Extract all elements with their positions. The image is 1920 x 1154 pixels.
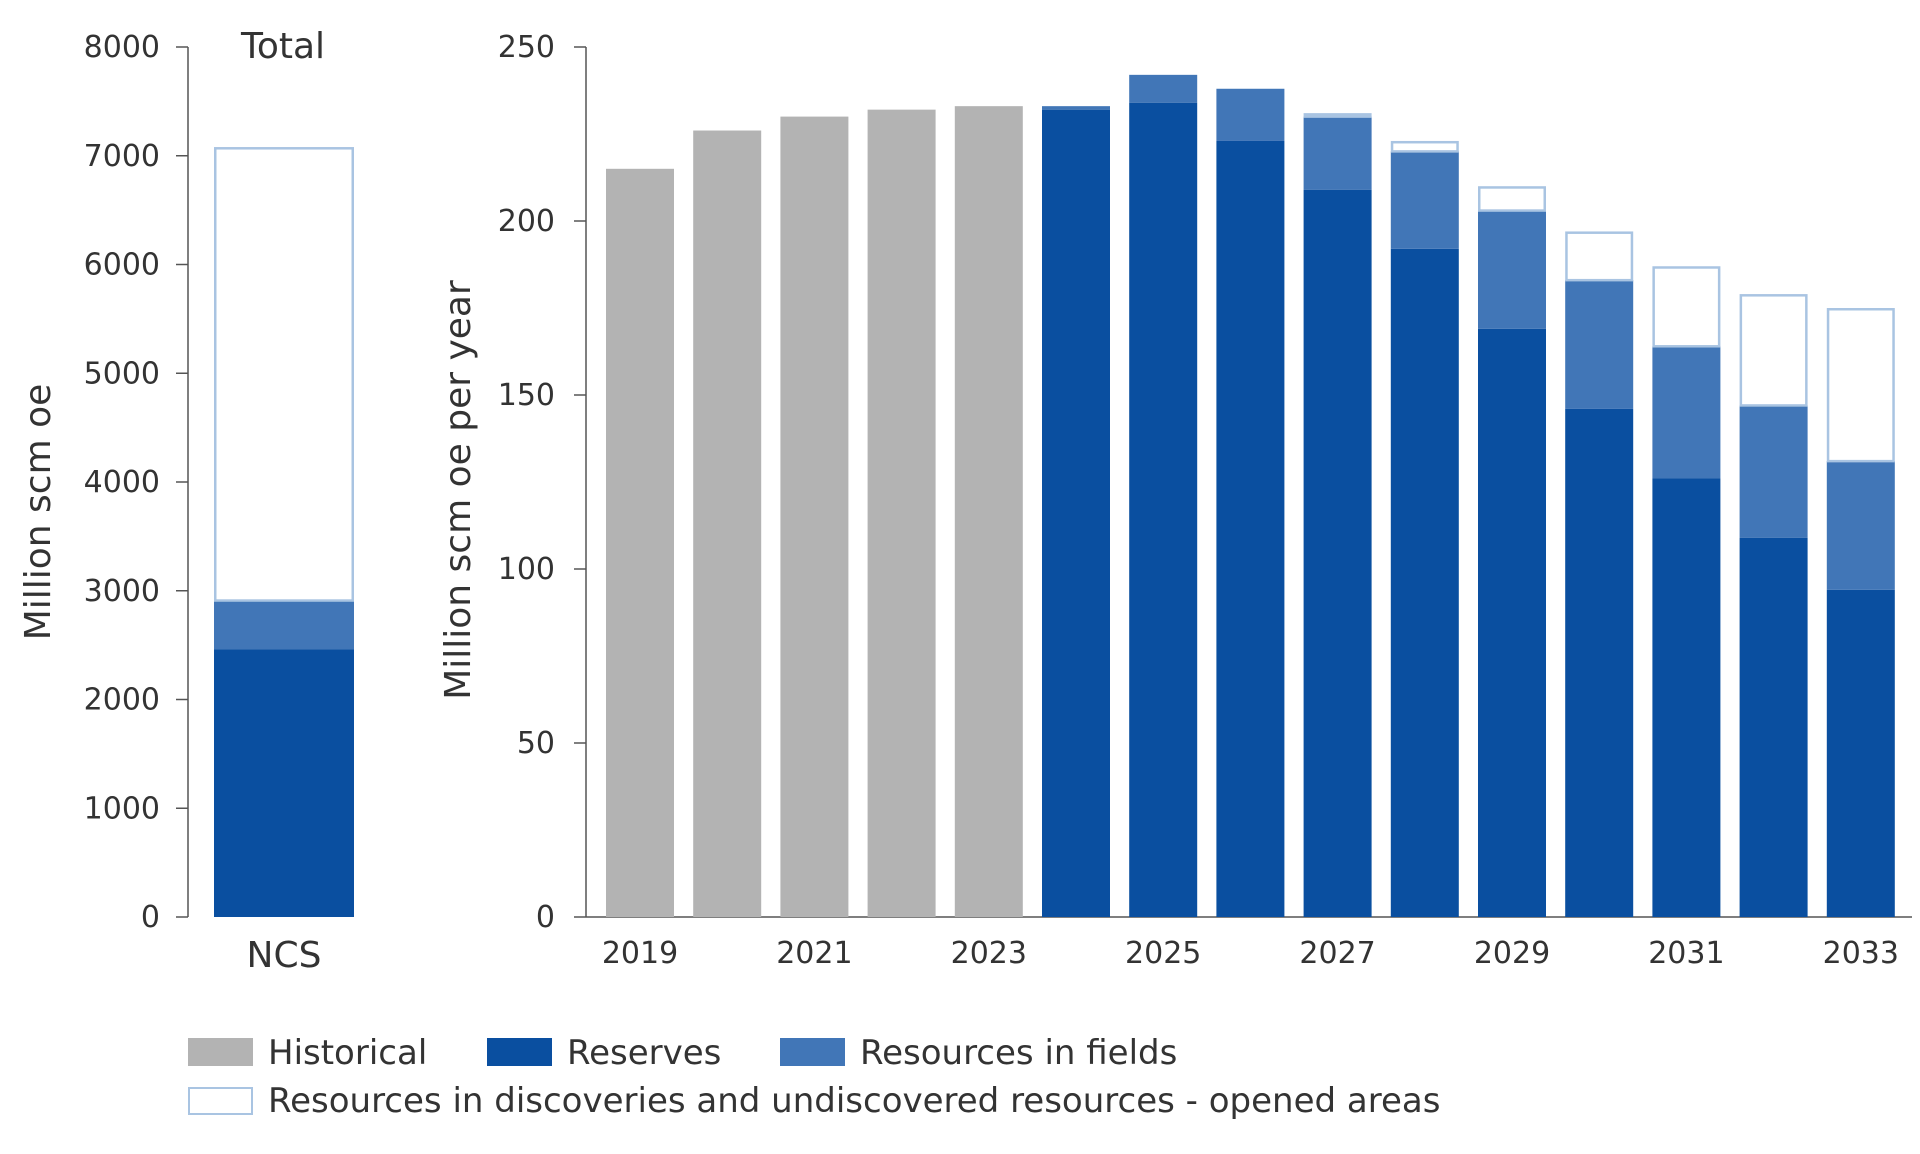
- annual-x-tick-label: 2027: [1299, 936, 1375, 971]
- annual-bar-reserves: [1739, 537, 1808, 917]
- total-x-labels: NCS: [247, 935, 322, 976]
- annual-bar-reserves: [1390, 248, 1459, 918]
- annual-bar-reserves: [1303, 189, 1372, 917]
- annual-bar-resources-in-fields: [1739, 405, 1808, 538]
- annual-bar-resources-in-fields: [1129, 74, 1198, 103]
- annual-bar-resources-in-fields: [1216, 88, 1285, 141]
- annual-x-tick-label: 2033: [1823, 936, 1899, 971]
- legend-label-historical: Historical: [268, 1033, 427, 1073]
- total-y-tick-label: 0: [141, 900, 160, 935]
- total-y-tick-label: 8000: [84, 30, 160, 65]
- total-y-ticks: 0 1000 2000 3000 4000 5000 6000 7000 8000: [84, 30, 188, 935]
- legend-swatch-historical: [188, 1038, 253, 1066]
- annual-y-tick-label: 200: [498, 204, 555, 239]
- annual-bar-resources-in-fields: [1390, 151, 1459, 249]
- annual-y-tick-label: 150: [498, 378, 555, 413]
- legend-label-discoveries-undiscovered: Resources in discoveries and undiscovere…: [268, 1081, 1440, 1121]
- annual-y-tick-label: 250: [498, 30, 555, 65]
- total-panel: Total Million scm oe 0 1000 2000 3000 4000 50…: [18, 26, 354, 976]
- annual-x-tick-label: 2019: [602, 936, 678, 971]
- annual-bar-reserves: [1652, 478, 1721, 917]
- annual-y-tick-label: 100: [498, 552, 555, 587]
- annual-bar-reserves: [1216, 140, 1285, 917]
- annual-panel: Million scm oe per year 050100150200250 …: [438, 30, 1912, 971]
- annual-y-ticks: 0 50 100 150 200 250: [498, 30, 586, 935]
- total-y-axis-label: Million scm oe: [18, 384, 59, 641]
- annual-bar-reserves: [1565, 408, 1634, 917]
- total-bars: [214, 147, 354, 917]
- annual-bar-discoveries-undiscovered: [1390, 140, 1459, 153]
- annual-bar-historical: [867, 109, 936, 917]
- total-bar-discoveries-undiscovered: [214, 147, 354, 602]
- legend-label-resources-in-fields: Resources in fields: [860, 1033, 1177, 1073]
- annual-y-tick-label: 0: [536, 900, 555, 935]
- total-y-tick-label: 3000: [84, 574, 160, 609]
- annual-x-ticks: 2019 2021 2023 2025 2027 2029 2031 2033: [602, 936, 1899, 971]
- total-y-tick-label: 4000: [84, 465, 160, 500]
- legend-label-reserves: Reserves: [567, 1033, 721, 1073]
- annual-y-axis-label: Million scm oe per year: [438, 280, 479, 700]
- annual-x-tick-label: 2029: [1474, 936, 1550, 971]
- total-x-label: NCS: [247, 935, 322, 976]
- annual-bar-reserves: [1826, 589, 1895, 917]
- annual-bar-resources-in-fields: [1303, 116, 1372, 190]
- legend: Historical Reserves Resources in fields …: [188, 1033, 1440, 1121]
- annual-bar-historical: [606, 168, 674, 918]
- annual-x-tick-label: 2021: [776, 936, 852, 971]
- annual-bar-discoveries-undiscovered: [1565, 231, 1634, 282]
- legend-swatch-discoveries-undiscovered: [188, 1087, 253, 1115]
- annual-bar-resources-in-fields: [1565, 280, 1634, 409]
- annual-x-tick-label: 2025: [1125, 936, 1201, 971]
- annual-bar-historical: [693, 130, 762, 917]
- legend-swatch-resources-in-fields: [780, 1038, 845, 1066]
- annual-bar-reserves: [1042, 109, 1110, 917]
- annual-bar-reserves: [1129, 102, 1198, 918]
- total-bar-resources-in-fields: [214, 600, 354, 650]
- annual-bar-discoveries-undiscovered: [1478, 186, 1546, 212]
- annual-bar-historical: [954, 106, 1023, 917]
- annual-bar-resources-in-fields: [1652, 346, 1721, 479]
- annual-bars: [606, 74, 1895, 918]
- total-panel-title: Total: [240, 26, 325, 67]
- annual-bar-resources-in-fields: [1042, 106, 1110, 110]
- total-y-tick-label: 7000: [84, 139, 160, 174]
- annual-x-tick-label: 2031: [1648, 936, 1724, 971]
- annual-bar-historical: [780, 116, 849, 918]
- annual-bar-discoveries-undiscovered: [1303, 113, 1372, 118]
- total-y-tick-label: 5000: [84, 356, 160, 391]
- total-bar-reserves: [214, 649, 354, 917]
- annual-bar-reserves: [1478, 328, 1546, 917]
- annual-bar-discoveries-undiscovered: [1739, 294, 1808, 407]
- total-y-tick-label: 6000: [84, 248, 160, 283]
- annual-bar-resources-in-fields: [1478, 210, 1546, 329]
- annual-x-tick-label: 2023: [951, 936, 1027, 971]
- legend-swatch-reserves: [487, 1038, 552, 1066]
- annual-bar-discoveries-undiscovered: [1826, 308, 1895, 463]
- annual-y-tick-label: 50: [517, 726, 555, 761]
- annual-bar-resources-in-fields: [1826, 461, 1895, 590]
- total-y-tick-label: 2000: [84, 683, 160, 718]
- total-y-tick-label: 1000: [84, 791, 160, 826]
- annual-bar-discoveries-undiscovered: [1652, 266, 1721, 348]
